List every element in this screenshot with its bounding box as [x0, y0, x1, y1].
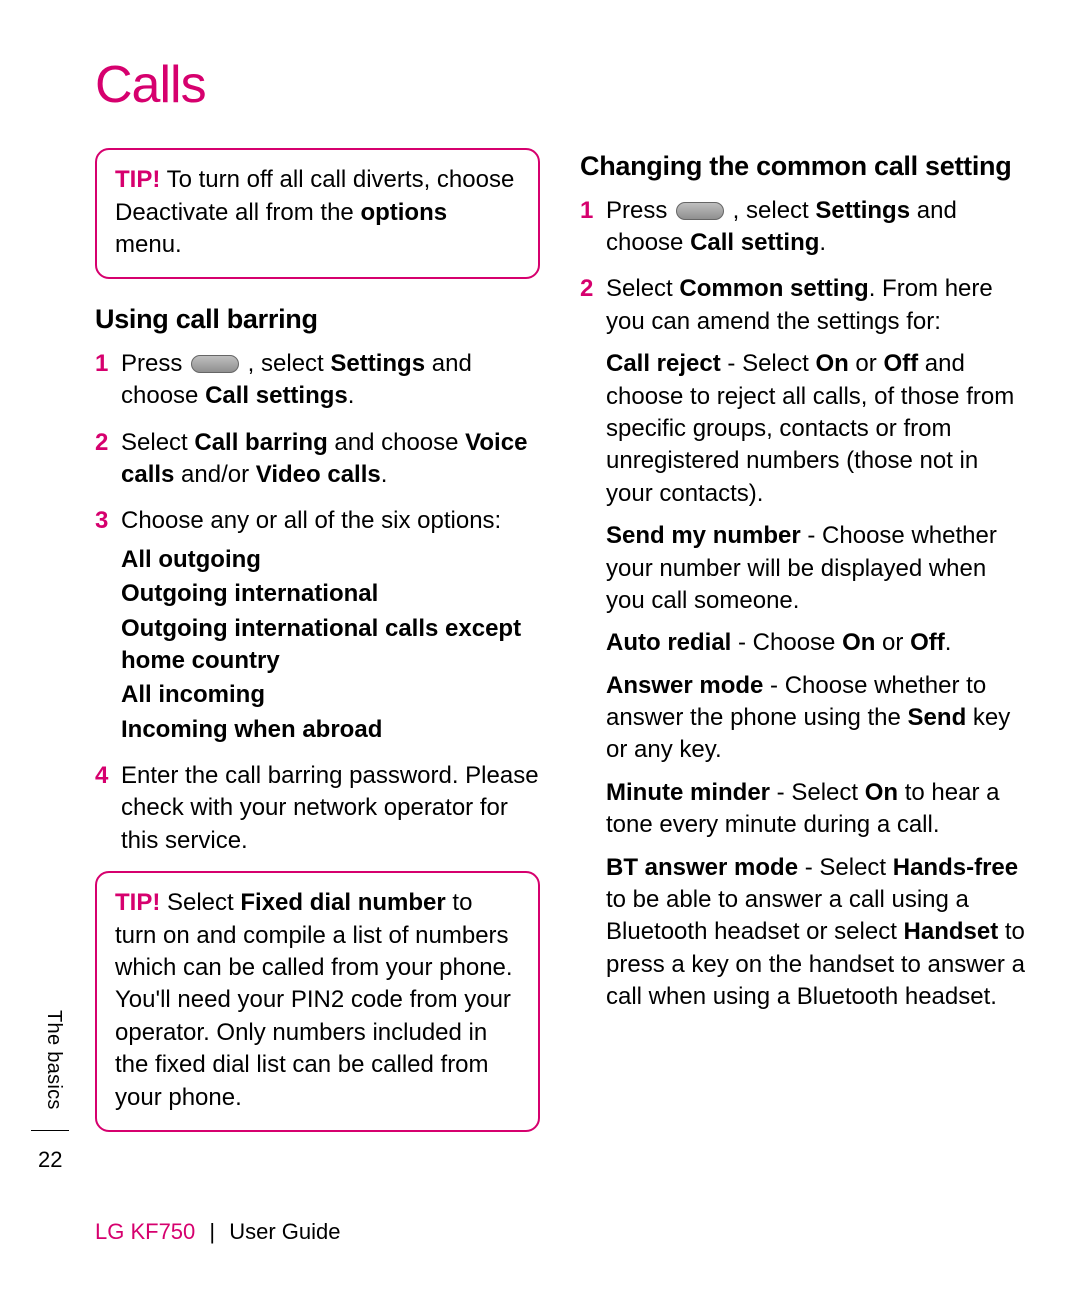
setting-name: Call reject: [606, 350, 721, 377]
step-text: and choose: [328, 429, 465, 456]
left-column: TIP! To turn off all call diverts, choos…: [95, 148, 540, 1154]
setting-desc: Answer mode - Choose whether to answer t…: [606, 670, 1025, 767]
setting-name: Minute minder: [606, 779, 770, 806]
step-bold: Settings: [330, 350, 425, 377]
heading-call-barring: Using call barring: [95, 301, 540, 337]
txt: - Select: [770, 779, 865, 806]
setting-name: Auto redial: [606, 629, 731, 656]
txt: - Select: [721, 350, 816, 377]
step-item: 3 Choose any or all of the six options: …: [95, 505, 540, 746]
setting-name: BT answer mode: [606, 854, 798, 881]
txt-bold: Off: [883, 350, 918, 377]
steps-call-barring: 1 Press , select Settings and choose Cal…: [95, 348, 540, 857]
heading-common-call-setting: Changing the common call setting: [580, 148, 1025, 184]
step-text: Enter the call barring password. Please …: [121, 762, 539, 854]
step-bold: Call setting: [690, 229, 819, 256]
step-number: 2: [95, 427, 108, 459]
step-text: Select: [606, 275, 679, 302]
step-number: 1: [580, 195, 593, 227]
option-item: Outgoing international: [121, 578, 540, 610]
step-text: and/or: [174, 461, 255, 488]
setting-desc: BT answer mode - Select Hands-free to be…: [606, 852, 1025, 1014]
right-column: Changing the common call setting 1 Press…: [580, 148, 1025, 1154]
option-item: All incoming: [121, 679, 540, 711]
tip-bold: Fixed dial number: [240, 889, 445, 916]
setting-desc: Auto redial - Choose On or Off.: [606, 627, 1025, 659]
button-key-icon: [676, 202, 724, 220]
step-text: .: [381, 461, 388, 488]
footer: LG KF750 | User Guide: [95, 1217, 341, 1247]
step-number: 3: [95, 505, 108, 537]
txt: .: [945, 629, 952, 656]
step-item: 1 Press , select Settings and choose Cal…: [580, 195, 1025, 260]
page-title: Calls: [95, 50, 1025, 120]
side-divider: [31, 1130, 69, 1131]
step-number: 2: [580, 273, 593, 305]
txt-bold: Hands-free: [893, 854, 1018, 881]
step-text: .: [348, 382, 355, 409]
txt: or: [875, 629, 910, 656]
tip-text: to turn on and compile a list of numbers…: [115, 889, 513, 1110]
step-item: 1 Press , select Settings and choose Cal…: [95, 348, 540, 413]
step-text: Press: [121, 350, 189, 377]
setting-name: Answer mode: [606, 672, 763, 699]
tip-text: To turn off all call diverts, choose Dea…: [115, 166, 514, 225]
txt-bold: On: [842, 629, 875, 656]
option-item: All outgoing: [121, 544, 540, 576]
txt: - Choose: [731, 629, 842, 656]
footer-text: User Guide: [229, 1219, 340, 1244]
setting-desc: Send my number - Choose whether your num…: [606, 520, 1025, 617]
txt-bold: On: [865, 779, 898, 806]
step-number: 4: [95, 760, 108, 792]
step-text: .: [819, 229, 826, 256]
setting-desc: Call reject - Select On or Off and choos…: [606, 348, 1025, 510]
tip-label: TIP!: [115, 889, 160, 916]
step-text: , select: [726, 197, 815, 224]
step-text: Press: [606, 197, 674, 224]
step-bold: Video calls: [256, 461, 381, 488]
step-item: 4 Enter the call barring password. Pleas…: [95, 760, 540, 857]
txt: - Select: [798, 854, 893, 881]
step-text: Choose any or all of the six options:: [121, 507, 501, 534]
txt-bold: On: [815, 350, 848, 377]
tip-box-diverts: TIP! To turn off all call diverts, choos…: [95, 148, 540, 279]
page-number: 22: [38, 1145, 62, 1175]
txt-bold: Send: [908, 704, 967, 731]
footer-separator: |: [209, 1219, 215, 1244]
step-text: , select: [241, 350, 330, 377]
step-item: 2 Select Common setting. From here you c…: [580, 273, 1025, 1013]
step-item: 2 Select Call barring and choose Voice c…: [95, 427, 540, 492]
option-item: Outgoing international calls except home…: [121, 613, 540, 678]
step-bold: Common setting: [679, 275, 868, 302]
step-text: Select: [121, 429, 194, 456]
button-key-icon: [191, 355, 239, 373]
option-item: Incoming when abroad: [121, 714, 540, 746]
tip-text-after: menu.: [115, 231, 182, 258]
txt: or: [849, 350, 884, 377]
side-section-label: The basics: [40, 1010, 67, 1110]
options-list: All outgoing Outgoing international Outg…: [121, 544, 540, 746]
tip-label: TIP!: [115, 166, 160, 193]
footer-brand: LG KF750: [95, 1219, 195, 1244]
settings-descriptions: Call reject - Select On or Off and choos…: [606, 348, 1025, 1013]
txt-bold: Off: [910, 629, 945, 656]
step-bold: Settings: [815, 197, 910, 224]
setting-desc: Minute minder - Select On to hear a tone…: [606, 777, 1025, 842]
content-columns: TIP! To turn off all call diverts, choos…: [95, 148, 1025, 1154]
step-bold: Call barring: [194, 429, 327, 456]
tip-text: Select: [160, 889, 240, 916]
tip-bold: options: [360, 199, 447, 226]
tip-box-fixed-dial: TIP! Select Fixed dial number to turn on…: [95, 871, 540, 1132]
setting-name: Send my number: [606, 522, 801, 549]
txt-bold: Handset: [904, 918, 999, 945]
step-number: 1: [95, 348, 108, 380]
steps-common-setting: 1 Press , select Settings and choose Cal…: [580, 195, 1025, 1014]
step-bold: Call settings: [205, 382, 348, 409]
